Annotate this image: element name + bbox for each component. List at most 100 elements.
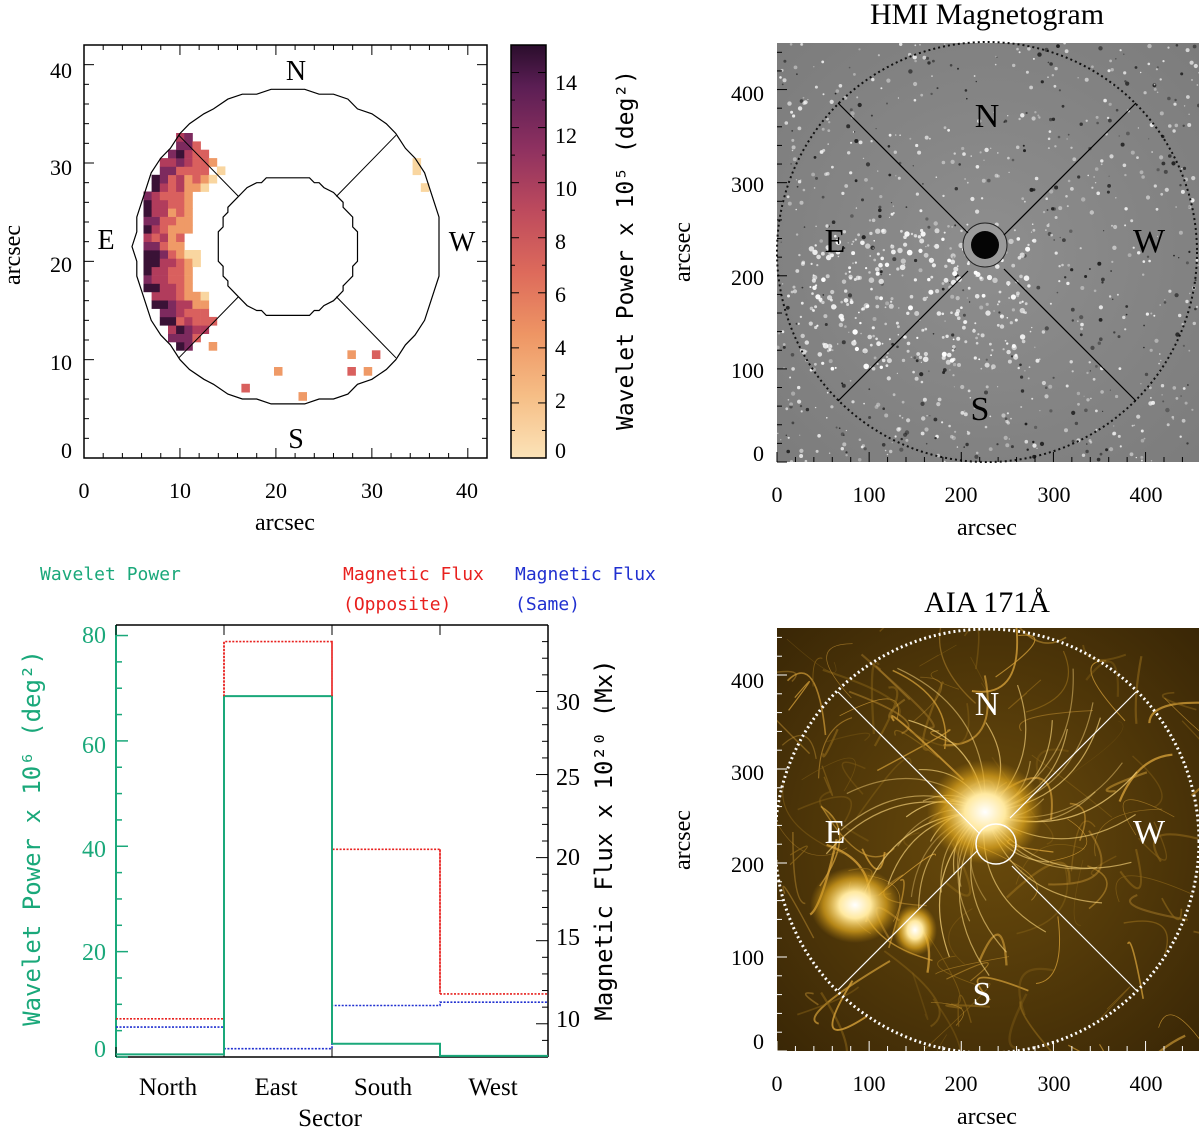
plage-element bbox=[943, 277, 949, 283]
flux-element bbox=[905, 438, 909, 442]
flux-element bbox=[822, 148, 826, 152]
heatmap-cell bbox=[184, 316, 193, 326]
plage-element bbox=[978, 358, 981, 361]
flux-element bbox=[1124, 224, 1127, 227]
heatmap-cell bbox=[176, 191, 185, 201]
coronal-loop bbox=[1048, 830, 1103, 886]
flux-element bbox=[930, 275, 934, 279]
flux-element bbox=[1106, 116, 1110, 120]
flux-element bbox=[999, 324, 1005, 329]
heatmap-cell bbox=[184, 174, 193, 184]
flux-element bbox=[941, 287, 945, 291]
plage-element bbox=[865, 267, 868, 270]
flux-element bbox=[956, 446, 959, 448]
x-tick-label: 400 bbox=[1130, 482, 1163, 507]
flux-element bbox=[1158, 362, 1160, 365]
coronal-loop bbox=[786, 638, 837, 673]
heatmap-cell bbox=[208, 158, 218, 167]
flux-element bbox=[1029, 85, 1033, 90]
y-tick-label: 30 bbox=[50, 155, 72, 180]
flux-element bbox=[1046, 209, 1049, 211]
flux-element bbox=[906, 418, 911, 423]
plage-element bbox=[906, 311, 910, 315]
plage-element bbox=[906, 349, 910, 353]
flux-element bbox=[1077, 175, 1081, 179]
flux-element bbox=[966, 97, 968, 100]
flux-element bbox=[895, 175, 897, 177]
flux-element bbox=[1021, 197, 1025, 201]
plage-element bbox=[814, 362, 817, 366]
flux-element bbox=[795, 179, 798, 181]
flux-element bbox=[1051, 117, 1056, 122]
heatmap-cell bbox=[274, 367, 283, 376]
flux-element bbox=[1181, 323, 1184, 326]
flux-element bbox=[881, 443, 886, 447]
flux-element bbox=[983, 159, 985, 161]
flux-element bbox=[1162, 60, 1165, 63]
flux-element bbox=[854, 238, 857, 241]
flux-element bbox=[869, 255, 872, 257]
flux-element bbox=[1182, 344, 1185, 347]
heatmap-cell bbox=[151, 258, 161, 268]
x-tick-label: 10 bbox=[169, 478, 191, 503]
flux-element bbox=[1031, 116, 1036, 121]
plage-element bbox=[934, 228, 940, 234]
heatmap-cell bbox=[159, 308, 169, 318]
flux-element bbox=[1061, 263, 1064, 267]
heatmap-cell bbox=[143, 275, 152, 284]
plage-element bbox=[884, 262, 890, 267]
heatmap-cell bbox=[176, 224, 185, 234]
wavelet-map-ticks bbox=[83, 44, 488, 459]
flux-element bbox=[1173, 254, 1175, 257]
flux-element bbox=[880, 87, 883, 90]
flux-element bbox=[797, 180, 802, 184]
left-tick-label: 40 bbox=[82, 837, 106, 863]
plage-element bbox=[951, 349, 955, 352]
flux-element bbox=[1067, 263, 1071, 267]
flux-element bbox=[980, 197, 984, 200]
y-tick-label: 400 bbox=[731, 668, 764, 693]
flux-element bbox=[1025, 111, 1028, 115]
flux-element bbox=[781, 330, 785, 334]
flux-element bbox=[913, 98, 917, 102]
coronal-loop bbox=[1123, 920, 1169, 956]
flux-element bbox=[1064, 276, 1067, 279]
plage-element bbox=[863, 363, 869, 370]
x-tick-label: 40 bbox=[456, 478, 478, 503]
plage-element bbox=[990, 354, 992, 357]
flux-element bbox=[935, 176, 938, 178]
coronal-loop bbox=[946, 962, 989, 982]
legend-wavelet-power: Wavelet Power bbox=[40, 564, 181, 585]
coronal-loop bbox=[1098, 986, 1131, 1021]
heatmap-cell bbox=[151, 250, 161, 259]
flux-element bbox=[928, 370, 930, 372]
plage-element bbox=[1022, 311, 1025, 314]
flux-element bbox=[896, 345, 899, 349]
flux-element bbox=[1089, 370, 1092, 372]
plage-element bbox=[834, 234, 837, 238]
flux-element bbox=[1003, 121, 1005, 123]
flux-element bbox=[908, 69, 913, 74]
flux-element bbox=[1051, 207, 1055, 211]
plage-element bbox=[903, 263, 906, 266]
flux-element bbox=[963, 446, 965, 448]
plage-element bbox=[1014, 353, 1018, 357]
flux-element bbox=[882, 407, 885, 411]
flux-element bbox=[1175, 206, 1177, 208]
flux-element bbox=[1089, 210, 1095, 215]
y-tick-label: 20 bbox=[50, 252, 72, 277]
plage-element bbox=[879, 296, 883, 301]
coronal-loop bbox=[910, 703, 970, 748]
flux-element bbox=[805, 407, 810, 412]
plage-element bbox=[897, 325, 900, 329]
colorbar-tick-label: 14 bbox=[555, 70, 577, 95]
flux-element bbox=[1053, 239, 1056, 241]
flux-element bbox=[1001, 413, 1006, 418]
x-tick-label: 300 bbox=[1038, 482, 1071, 507]
flux-element bbox=[1081, 453, 1086, 457]
flux-element bbox=[1011, 308, 1016, 312]
plage-element bbox=[849, 276, 853, 280]
flux-element bbox=[879, 195, 883, 199]
plage-element bbox=[928, 257, 935, 263]
coronal-loop bbox=[930, 1002, 964, 1026]
